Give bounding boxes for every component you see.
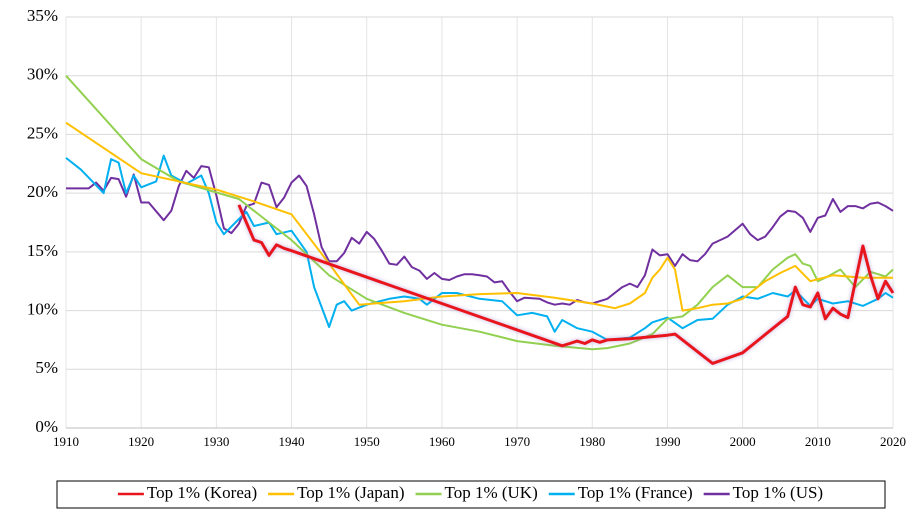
y-tick-label: 30% [27, 65, 58, 84]
legend-label: Top 1% (Japan) [297, 483, 404, 502]
legend-label: Top 1% (Korea) [147, 483, 257, 502]
x-tick-label: 1950 [354, 434, 380, 449]
series-line [237, 204, 895, 365]
x-tick-label: 2000 [730, 434, 756, 449]
series-line [65, 121, 893, 312]
x-tick-label: 1930 [203, 434, 229, 449]
y-tick-label: 20% [27, 182, 58, 201]
x-tick-label: 1940 [279, 434, 305, 449]
x-tick-label: 1920 [128, 434, 154, 449]
x-tick-label: 1960 [429, 434, 455, 449]
series-line [66, 165, 894, 306]
x-tick-label: 1980 [579, 434, 605, 449]
x-tick-label: 1910 [53, 434, 79, 449]
y-tick-label: 35% [27, 6, 58, 25]
x-tick-label: 1970 [504, 434, 530, 449]
legend-label: Top 1% (UK) [445, 483, 538, 502]
y-tick-label: 5% [35, 358, 58, 377]
y-tick-label: 0% [35, 417, 58, 436]
x-tick-label: 2020 [880, 434, 906, 449]
x-tick-label: 2010 [805, 434, 831, 449]
y-tick-label: 10% [27, 299, 58, 318]
legend-label: Top 1% (France) [578, 483, 693, 502]
y-tick-label: 15% [27, 241, 58, 260]
y-tick-label: 25% [27, 123, 58, 142]
legend-label: Top 1% (US) [733, 483, 823, 502]
series-line [65, 75, 894, 351]
x-tick-label: 1990 [654, 434, 680, 449]
legend-box [56, 480, 886, 509]
